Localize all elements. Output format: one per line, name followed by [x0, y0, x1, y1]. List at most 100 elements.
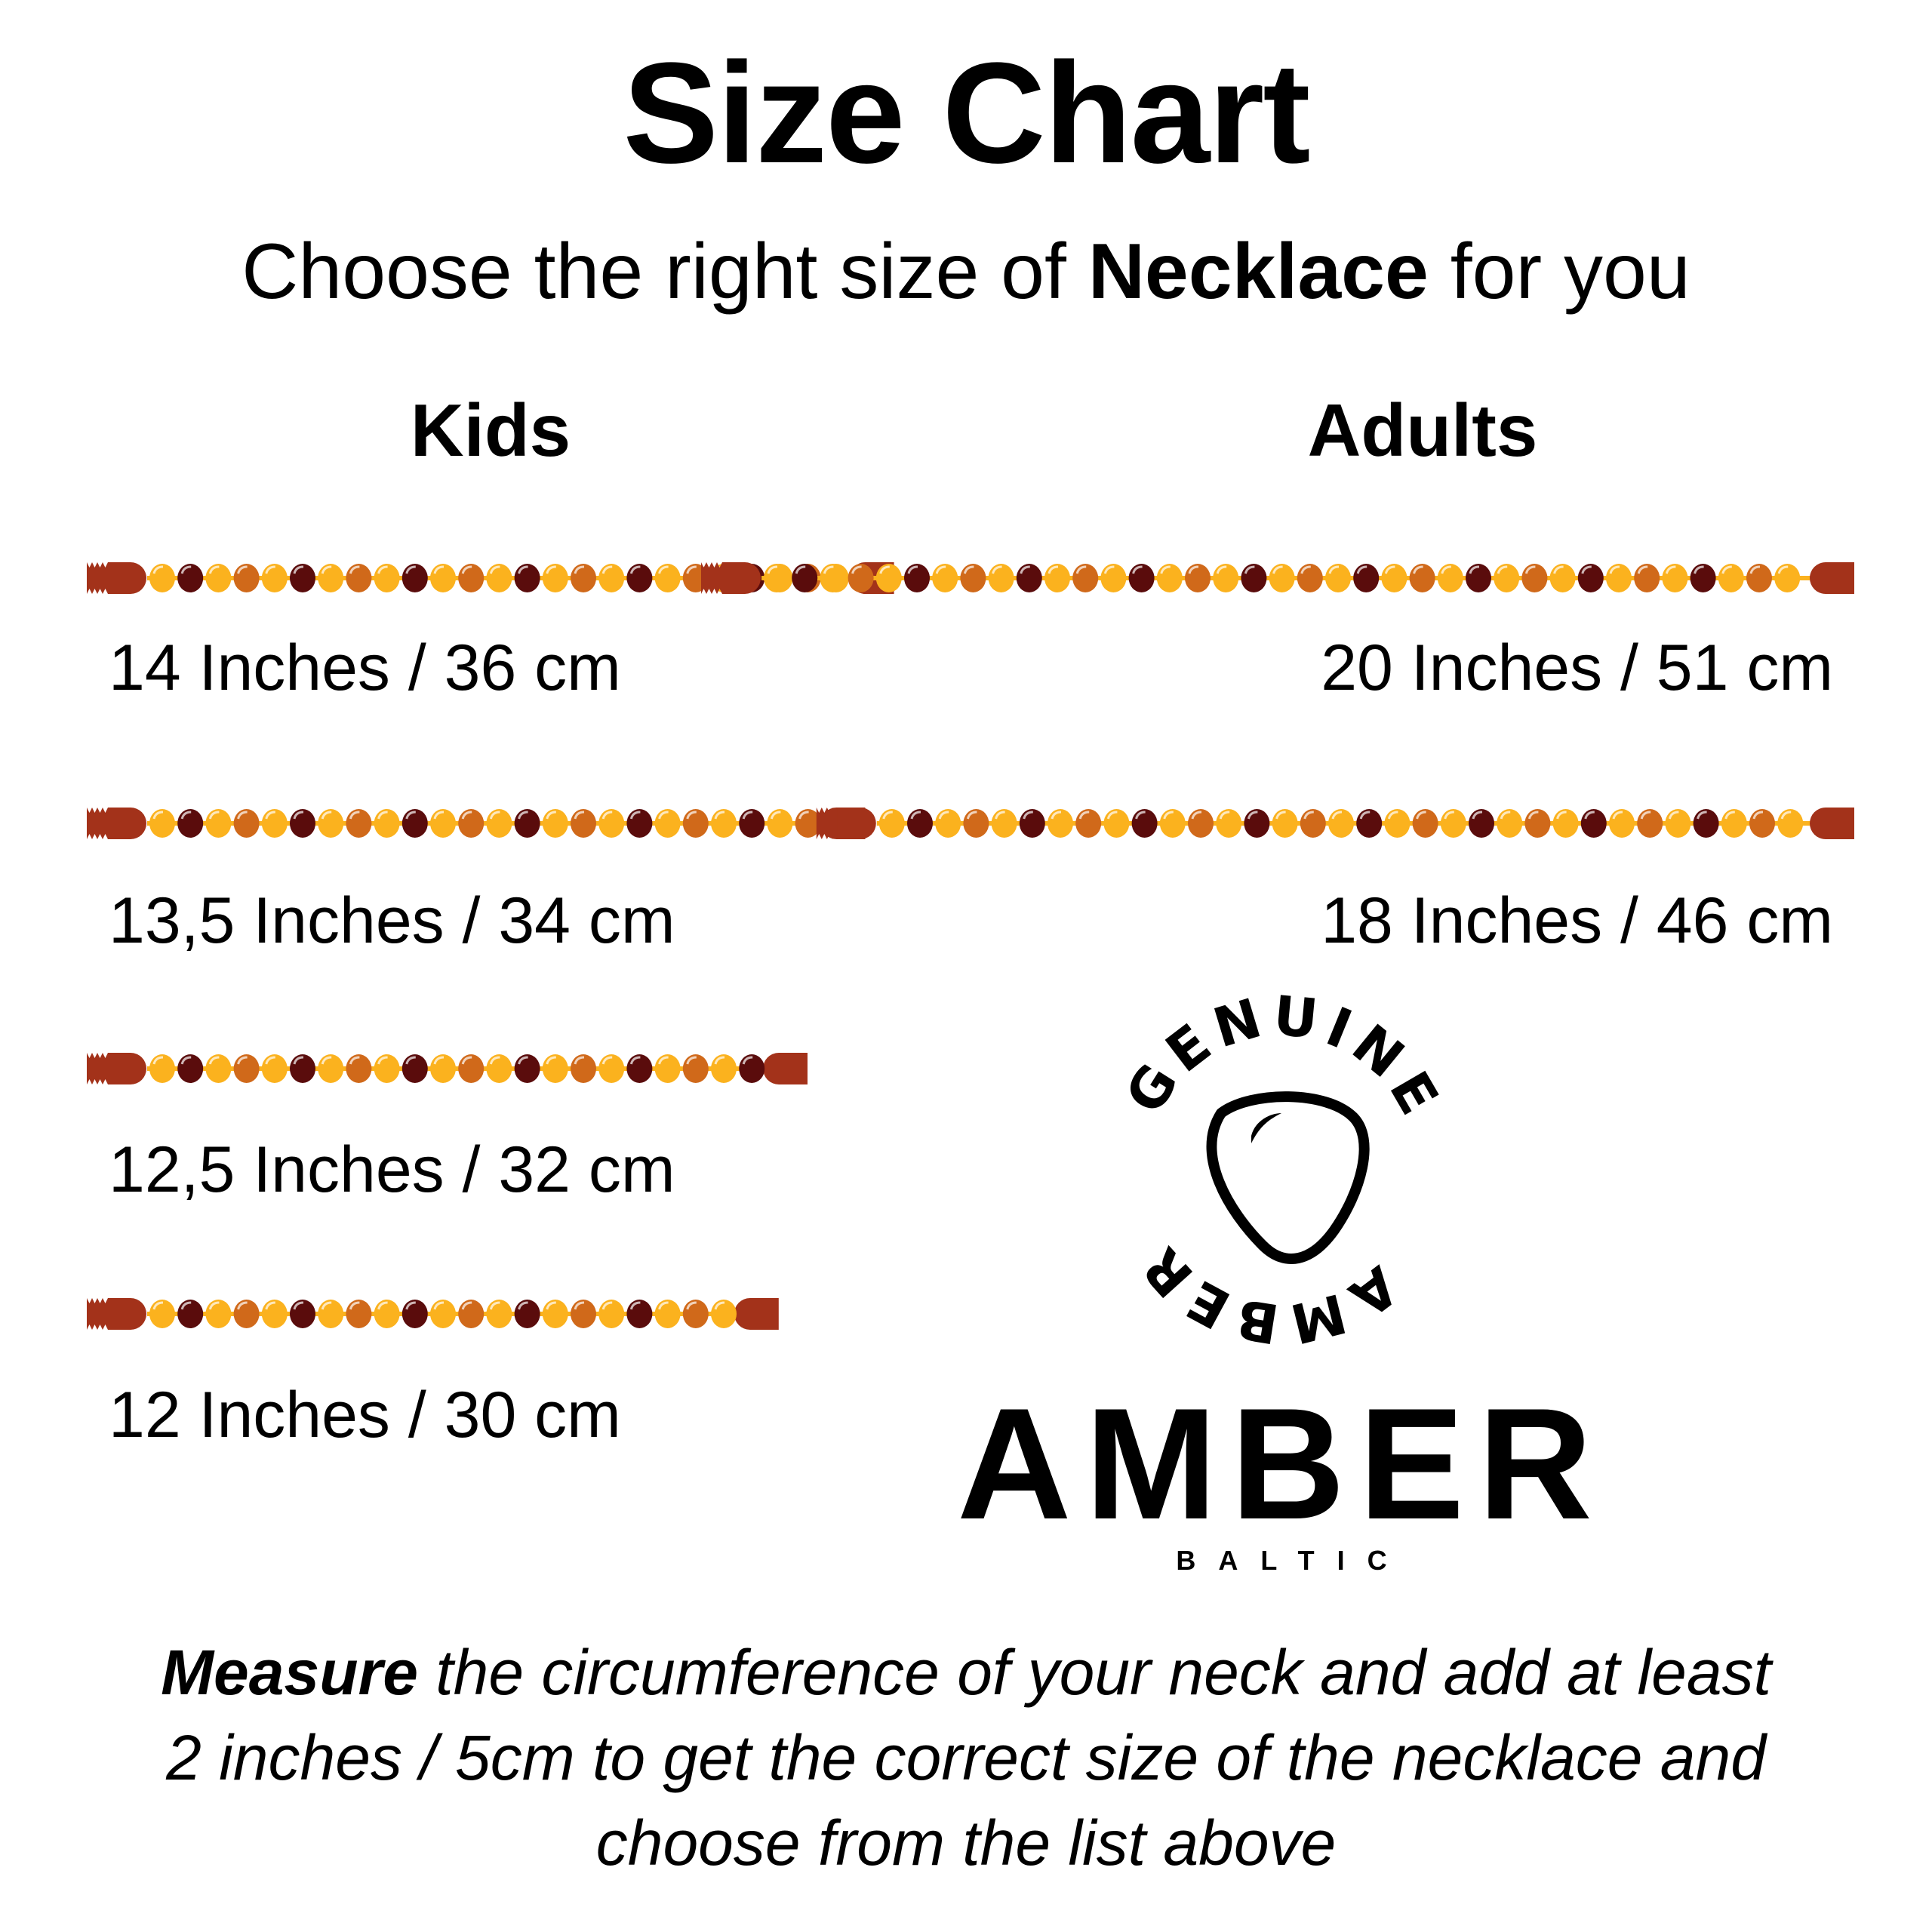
necklace: [87, 808, 866, 839]
amber-bead: [401, 564, 428, 592]
amber-bead: [904, 564, 930, 592]
bead-highlight: [1416, 811, 1426, 820]
bead-highlight: [349, 1056, 360, 1065]
bead-highlight: [293, 565, 304, 574]
amber-bead: [374, 564, 400, 592]
bead-highlight: [798, 811, 809, 820]
bead-highlight: [851, 565, 862, 574]
amber-bead: [654, 1054, 681, 1083]
bead-highlight: [265, 811, 275, 820]
amber-bead: [682, 809, 709, 838]
bead-highlight: [1135, 811, 1146, 820]
amber-bead: [1019, 809, 1045, 838]
bead-highlight: [907, 565, 918, 574]
bead-highlight: [601, 1301, 613, 1310]
amber-bead: [177, 809, 204, 838]
amber-bead: [1075, 809, 1102, 838]
bead-highlight: [1527, 811, 1539, 820]
amber-bead: [1244, 809, 1270, 838]
amber-bead: [571, 809, 596, 838]
amber-bead: [1634, 564, 1660, 592]
amber-bead: [654, 809, 681, 838]
kids-size-label: 12,5 Inches / 32 cm: [109, 1134, 675, 1206]
bead-highlight: [433, 811, 445, 820]
amber-bead: [1409, 564, 1435, 592]
amber-bead: [1718, 564, 1744, 592]
bead-highlight: [237, 811, 248, 820]
bead-highlight: [546, 811, 556, 820]
clasp-left: [108, 1053, 146, 1084]
bead-highlight: [461, 565, 472, 574]
bead-highlight: [966, 811, 977, 820]
amber-bead: [1440, 809, 1466, 838]
amber-bead: [290, 1054, 315, 1083]
bead-highlight: [1752, 811, 1764, 820]
bead-highlight: [237, 1301, 248, 1310]
amber-bead: [149, 1300, 175, 1328]
amber-bead: [542, 1300, 568, 1328]
bead-highlight: [935, 565, 946, 574]
amber-bead: [598, 564, 625, 592]
bead-highlight: [1749, 565, 1761, 574]
amber-bead: [1131, 809, 1158, 838]
bead-highlight: [742, 811, 753, 820]
amber-bead: [1353, 564, 1380, 592]
bead-highlight: [938, 811, 949, 820]
amber-bead: [318, 809, 344, 838]
amber-bead: [682, 1054, 709, 1083]
amber-bead: [1777, 809, 1804, 838]
amber-bead: [1466, 564, 1491, 592]
bead-highlight: [574, 811, 585, 820]
bead-highlight: [1724, 811, 1735, 820]
bead-highlight: [461, 1056, 472, 1065]
amber-bead: [1606, 564, 1632, 592]
bead-highlight: [405, 811, 416, 820]
subtitle: Choose the right size of Necklace for yo…: [0, 223, 1932, 321]
kids-size-label: 14 Inches / 36 cm: [109, 632, 621, 704]
amber-bead: [1412, 809, 1438, 838]
amber-bead: [401, 809, 428, 838]
amber-bead: [458, 809, 485, 838]
amber-bead: [626, 809, 653, 838]
amber-bead: [1328, 809, 1354, 838]
bead-highlight: [1272, 565, 1283, 574]
bead-highlight: [1637, 565, 1648, 574]
amber-bead: [1552, 809, 1579, 838]
amber-bead: [458, 564, 485, 592]
bead-highlight: [518, 565, 528, 574]
bead-highlight: [1356, 565, 1367, 574]
bead-highlight: [1219, 811, 1230, 820]
subtitle-bold: Necklace: [1088, 228, 1429, 315]
bead-highlight: [518, 811, 528, 820]
amber-bead: [1524, 809, 1551, 838]
clasp-right: [1810, 808, 1854, 839]
bead-highlight: [1609, 565, 1620, 574]
amber-bead: [346, 564, 372, 592]
bead-highlight: [1023, 811, 1033, 820]
amber-bead: [1213, 564, 1239, 592]
bead-highlight: [1697, 811, 1707, 820]
bead-highlight: [208, 1056, 220, 1065]
clasp-left: [108, 562, 146, 594]
amber-bead: [177, 1300, 204, 1328]
necklace-illustrations: [87, 562, 1854, 1330]
bead-highlight: [629, 1056, 641, 1065]
bead-highlight: [1275, 811, 1286, 820]
bead-highlight: [882, 811, 893, 820]
bead-highlight: [601, 565, 613, 574]
clasp-right: [1810, 562, 1854, 594]
amber-bead: [430, 809, 456, 838]
bead-highlight: [180, 811, 192, 820]
amber-bead: [233, 809, 260, 838]
bead-highlight: [461, 811, 472, 820]
amber-bead: [1693, 809, 1719, 838]
bead-highlight: [546, 1056, 556, 1065]
bead-highlight: [1048, 565, 1059, 574]
bead-highlight: [629, 565, 641, 574]
bead-highlight: [293, 1056, 304, 1065]
bead-highlight: [1665, 565, 1676, 574]
necklace: [87, 1298, 779, 1330]
clasp-left: [722, 562, 761, 594]
amber-bead: [374, 809, 400, 838]
amber-bead: [626, 1054, 653, 1083]
